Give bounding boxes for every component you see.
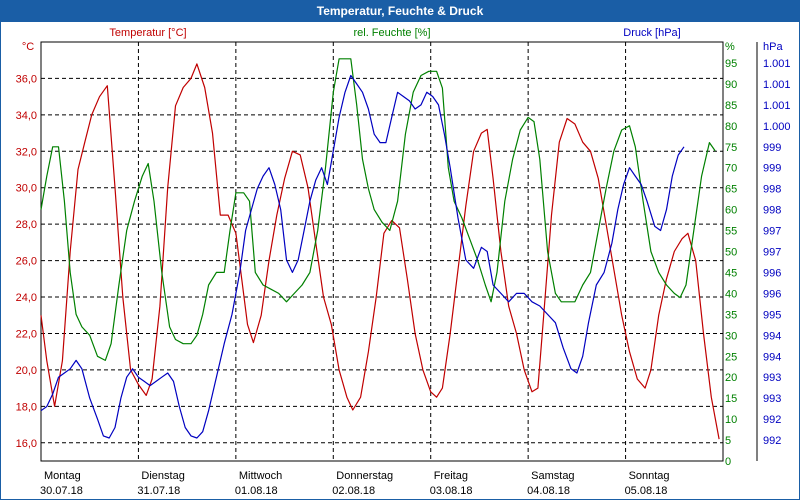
pressure-unit-label: hPa: [763, 41, 783, 53]
x-day-label: Samstag: [531, 470, 574, 482]
temperature-tick-label: 24,0: [16, 292, 37, 304]
pressure-tick-label: 998: [763, 184, 781, 196]
pressure-axis-label: Druck [hPa]: [623, 27, 680, 39]
temperature-tick-label: 20,0: [16, 365, 37, 377]
series-line-humidity: [40, 58, 716, 361]
temperature-tick-label: 32,0: [16, 146, 37, 158]
humidity-tick-label: 65: [725, 184, 737, 196]
pressure-tick-label: 1.001: [763, 79, 791, 91]
temperature-tick-label: 16,0: [16, 438, 37, 450]
temperature-axis-label: Temperatur [°C]: [109, 27, 186, 39]
x-day-label: Mittwoch: [239, 470, 282, 482]
temperature-tick-label: 36,0: [16, 73, 37, 85]
pressure-tick-label: 993: [763, 372, 781, 384]
temperature-tick-label: 30,0: [16, 183, 37, 195]
x-date-label: 01.08.18: [235, 485, 278, 497]
pressure-tick-label: 994: [763, 330, 781, 342]
pressure-tick-label: 995: [763, 309, 781, 321]
pressure-tick-label: 999: [763, 142, 781, 154]
pressure-tick-label: 992: [763, 435, 781, 447]
humidity-tick-label: 5: [725, 435, 731, 447]
x-day-label: Freitag: [434, 470, 468, 482]
pressure-tick-label: 993: [763, 393, 781, 405]
x-date-label: 02.08.18: [332, 485, 375, 497]
temperature-tick-label: 22,0: [16, 328, 37, 340]
humidity-tick-label: 25: [725, 351, 737, 363]
pressure-tick-label: 994: [763, 351, 781, 363]
x-date-label: 04.08.18: [527, 485, 570, 497]
x-day-label: Sonntag: [629, 470, 670, 482]
humidity-tick-label: 15: [725, 393, 737, 405]
humidity-unit-label: %: [725, 41, 735, 53]
temperature-unit-label: °C: [22, 41, 34, 53]
x-day-label: Dienstag: [141, 470, 184, 482]
humidity-tick-label: 45: [725, 267, 737, 279]
humidity-tick-label: 30: [725, 330, 737, 342]
series-line-temperature: [40, 63, 720, 440]
humidity-tick-label: 50: [725, 247, 737, 259]
x-date-label: 05.08.18: [625, 485, 668, 497]
humidity-tick-label: 55: [725, 226, 737, 238]
chart-title: Temperatur, Feuchte & Druck: [1, 1, 799, 22]
x-date-label: 03.08.18: [430, 485, 473, 497]
pressure-tick-label: 996: [763, 288, 781, 300]
humidity-tick-label: 40: [725, 288, 737, 300]
pressure-tick-label: 1.001: [763, 58, 791, 70]
x-day-label: Montag: [44, 470, 81, 482]
humidity-tick-label: 75: [725, 142, 737, 154]
temperature-tick-label: 34,0: [16, 110, 37, 122]
temperature-tick-label: 26,0: [16, 256, 37, 268]
temperature-tick-label: 28,0: [16, 219, 37, 231]
humidity-tick-label: 80: [725, 121, 737, 133]
series-line-pressure: [40, 74, 685, 439]
temperature-tick-label: 18,0: [16, 401, 37, 413]
pressure-tick-label: 992: [763, 414, 781, 426]
humidity-tick-label: 10: [725, 414, 737, 426]
x-date-label: 31.07.18: [137, 485, 180, 497]
humidity-tick-label: 60: [725, 205, 737, 217]
humidity-tick-label: 95: [725, 58, 737, 70]
humidity-tick-label: 35: [725, 309, 737, 321]
pressure-tick-label: 997: [763, 226, 781, 238]
x-date-label: 30.07.18: [40, 485, 83, 497]
humidity-axis-label: rel. Feuchte [%]: [353, 27, 430, 39]
humidity-tick-label: 90: [725, 79, 737, 91]
pressure-tick-label: 996: [763, 267, 781, 279]
humidity-tick-label: 0: [725, 456, 731, 468]
pressure-tick-label: 998: [763, 205, 781, 217]
pressure-tick-label: 999: [763, 163, 781, 175]
humidity-tick-label: 20: [725, 372, 737, 384]
x-day-label: Donnerstag: [336, 470, 393, 482]
pressure-tick-label: 997: [763, 247, 781, 259]
humidity-tick-label: 70: [725, 163, 737, 175]
pressure-tick-label: 1.001: [763, 100, 791, 112]
humidity-tick-label: 85: [725, 100, 737, 112]
pressure-tick-label: 1.000: [763, 121, 791, 133]
